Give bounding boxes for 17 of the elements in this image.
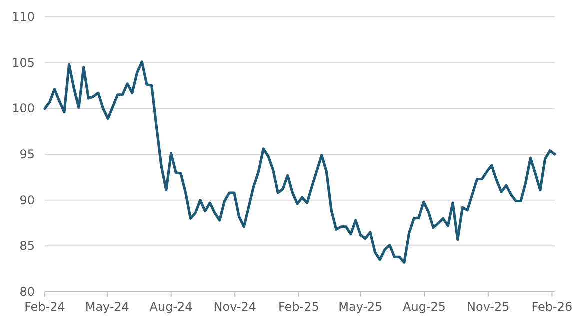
y-tick-label: 90 — [20, 193, 35, 208]
x-tick-label: Nov-25 — [467, 300, 510, 314]
x-tick-label: Feb-25 — [278, 300, 320, 314]
y-tick-label: 80 — [20, 285, 35, 299]
y-tick-label: 110 — [12, 10, 35, 24]
x-tick-label: May-25 — [338, 300, 383, 314]
y-tick-label: 105 — [12, 56, 35, 70]
y-tick-label: 85 — [20, 239, 35, 254]
line-series — [44, 60, 556, 264]
x-tick-label: Feb-26 — [532, 300, 572, 314]
x-tick-label: Aug-24 — [150, 300, 193, 314]
x-tick-label: Aug-25 — [403, 300, 446, 314]
x-tick-label: Nov-24 — [214, 300, 256, 314]
y-tick-label: 95 — [20, 148, 35, 162]
y-tick-label: 100 — [12, 102, 35, 116]
x-tick-label: Feb-24 — [24, 300, 66, 314]
x-tick-label: May-24 — [85, 300, 130, 314]
